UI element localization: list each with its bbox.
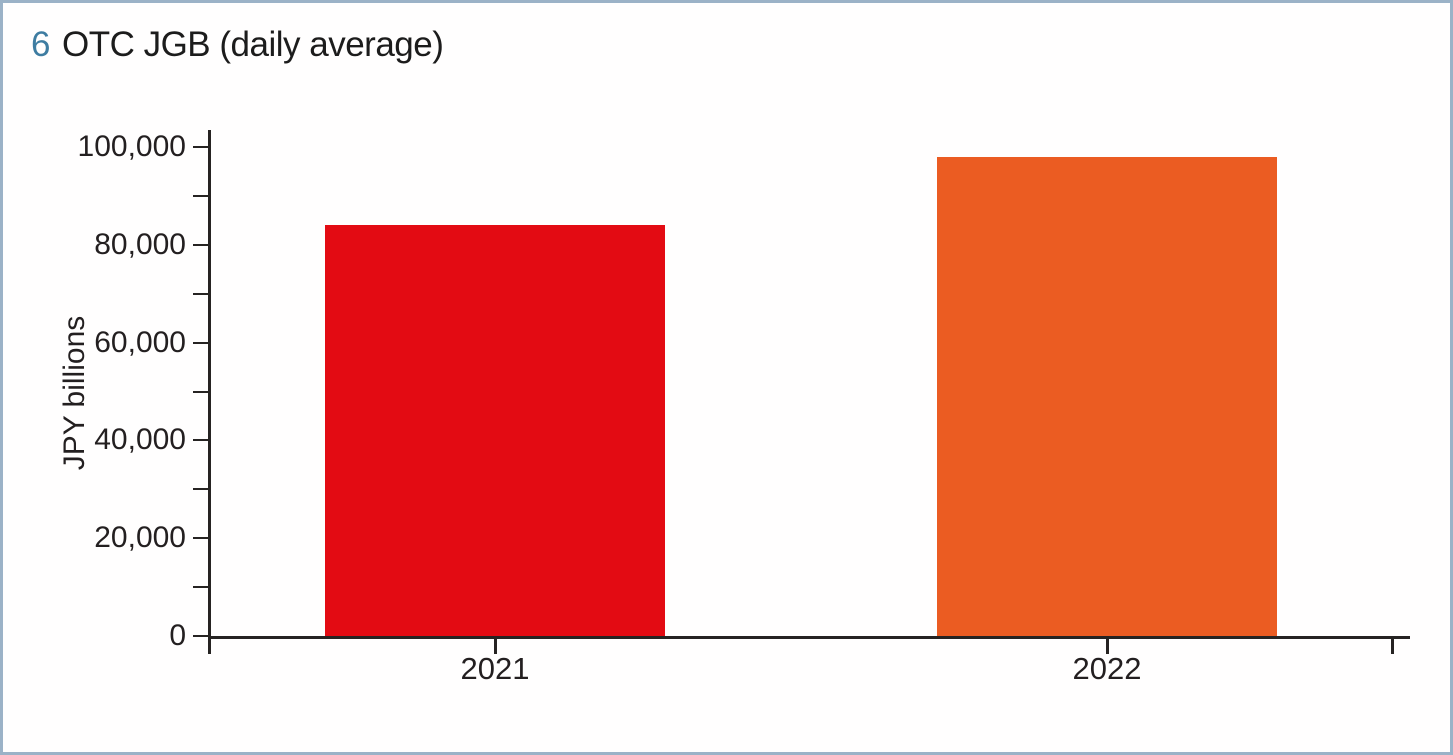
x-tick — [493, 639, 497, 654]
bar-2022 — [937, 156, 1277, 636]
y-tick — [193, 586, 208, 589]
x-tick-label-2022: 2022 — [1072, 651, 1142, 686]
figure-number: 6 — [31, 25, 50, 64]
y-tick — [193, 390, 208, 393]
x-axis-line — [208, 636, 1410, 639]
x-tick-label-2021: 2021 — [460, 651, 530, 686]
y-tick-label: 20,000 — [94, 521, 186, 555]
y-tick — [193, 635, 208, 637]
y-tick — [193, 488, 208, 491]
y-axis-line — [208, 130, 211, 654]
figure-title-text: OTC JGB (daily average) — [61, 25, 444, 64]
y-tick — [193, 537, 208, 540]
y-tick-label: 100,000 — [77, 130, 186, 163]
y-tick — [193, 194, 208, 197]
x-axis-end-tick — [1390, 639, 1394, 654]
y-tick-label: 0 — [169, 619, 186, 652]
bar-chart: JPY billions 0 20,000 40,000 60,000 80,000 10… — [3, 3, 1450, 752]
bar-2021 — [325, 225, 665, 636]
y-tick — [193, 146, 208, 148]
y-tick-label: 80,000 — [94, 227, 186, 261]
x-tick — [1105, 639, 1109, 654]
figure-title: 6 OTC JGB (daily average) — [31, 25, 444, 65]
y-tick-label: 60,000 — [94, 325, 186, 359]
y-tick — [193, 439, 208, 442]
y-tick — [193, 243, 208, 246]
y-tick — [193, 341, 208, 344]
y-tick-label: 40,000 — [94, 423, 186, 457]
y-tick — [193, 292, 208, 295]
